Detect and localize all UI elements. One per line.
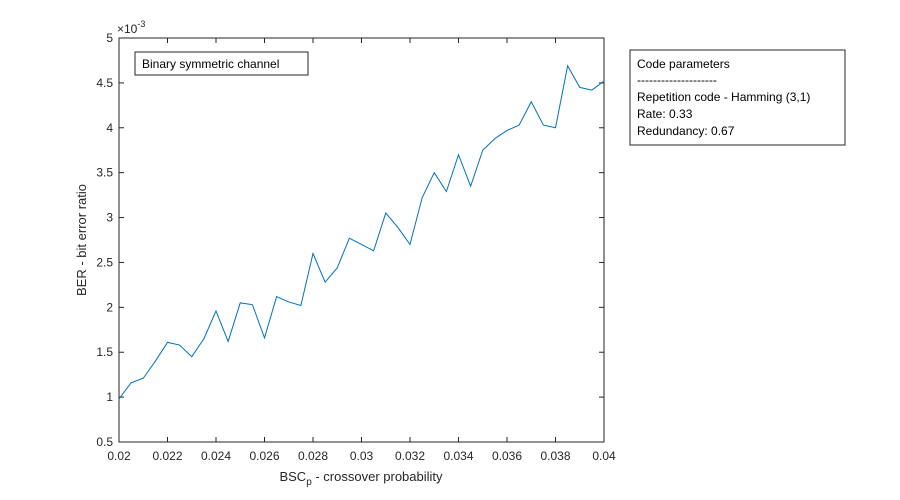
plot-area <box>118 37 605 443</box>
code-parameters-legend: Code parameters -------------------- Rep… <box>629 49 846 146</box>
code-parameters-line-rate: Rate: 0.33 <box>637 107 693 121</box>
x-tick-label: 0.034 <box>443 449 473 463</box>
x-tick-label: 0.028 <box>298 449 328 463</box>
x-axis-label: BSCp - crossover probability <box>279 469 443 488</box>
x-tick-label: 0.022 <box>152 449 182 463</box>
y-tick-label: 3.5 <box>96 166 113 180</box>
code-parameters-separator: -------------------- <box>637 73 717 87</box>
x-axis-ticks: 0.02 0.022 0.024 0.026 0.028 0.03 0.032 0.034 0.… <box>107 38 616 463</box>
y-axis-ticks: 0.5 1 1.5 2 2.5 3 3.5 4 4.5 5 <box>96 31 604 449</box>
code-parameters-title: Code parameters <box>637 57 730 71</box>
x-tick-label: 0.04 <box>592 449 616 463</box>
y-axis-label: BER - bit error ratio <box>74 184 89 296</box>
y-tick-label: 1 <box>106 390 113 404</box>
annotation-text: Binary symmetric channel <box>142 57 279 71</box>
y-axis-exponent: ×10-3 <box>117 19 145 36</box>
code-parameters-line-redundancy: Redundancy: 0.67 <box>637 124 735 138</box>
y-tick-label: 2 <box>106 300 113 314</box>
x-tick-label: 0.024 <box>201 449 231 463</box>
y-tick-label: 0.5 <box>96 435 113 449</box>
code-parameters-box <box>629 49 846 146</box>
y-tick-label: 2.5 <box>96 255 113 269</box>
y-tick-label: 3 <box>106 211 113 225</box>
y-tick-label: 5 <box>106 31 113 45</box>
y-tick-label: 4 <box>106 121 113 135</box>
code-parameters-line-code: Repetition code - Hamming (3,1) <box>637 90 810 104</box>
series-line <box>118 64 605 400</box>
x-tick-label: 0.032 <box>395 449 425 463</box>
y-tick-label: 4.5 <box>96 76 113 90</box>
x-tick-label: 0.03 <box>350 449 374 463</box>
x-tick-label: 0.038 <box>540 449 570 463</box>
y-tick-label: 1.5 <box>96 345 113 359</box>
x-tick-label: 0.02 <box>107 449 131 463</box>
x-tick-label: 0.026 <box>249 449 279 463</box>
annotation-box <box>134 51 309 76</box>
x-tick-label: 0.036 <box>492 449 522 463</box>
